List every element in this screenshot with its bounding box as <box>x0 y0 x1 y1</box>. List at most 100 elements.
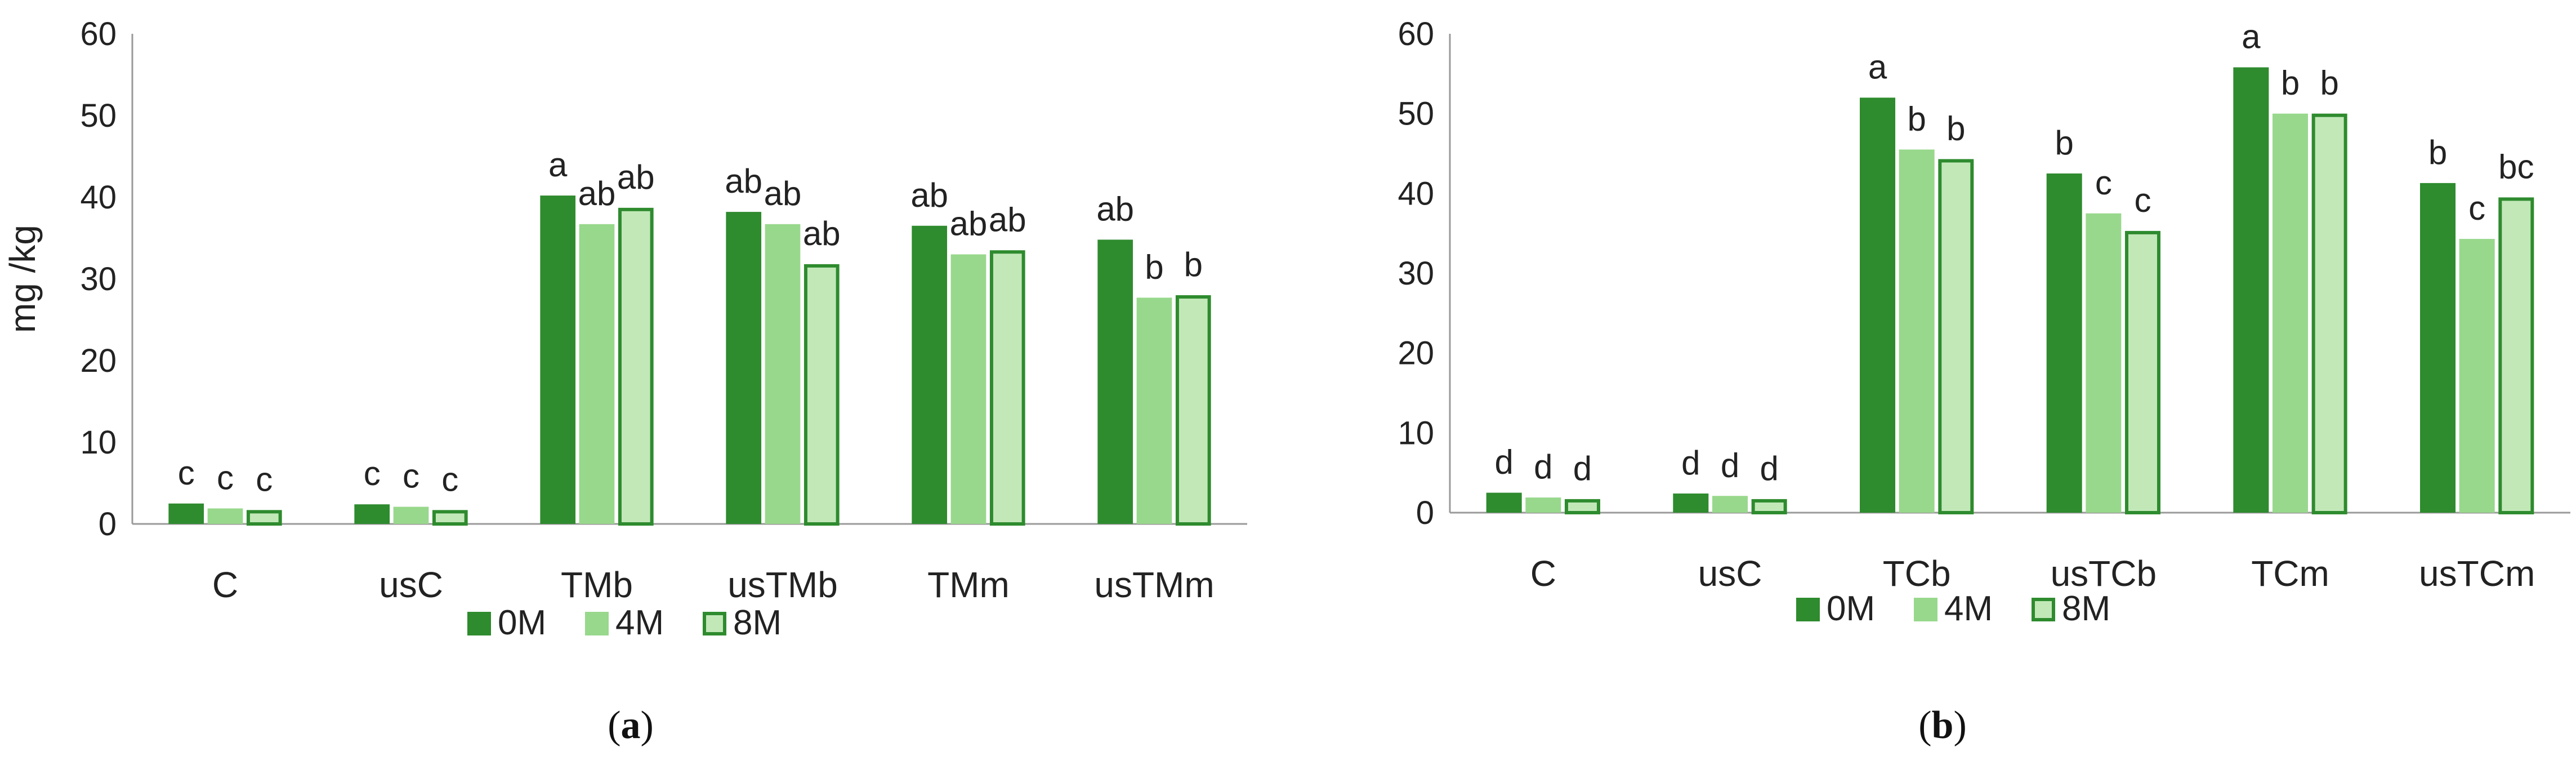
bar-0M-usTMm <box>1097 239 1133 524</box>
y-tick-label: 20 <box>1398 335 1434 372</box>
x-category-label: C <box>212 564 238 605</box>
legend-swatch-8M <box>703 612 726 635</box>
y-tick-label: 0 <box>99 506 117 543</box>
significance-letter: b <box>2281 64 2300 102</box>
x-category-label: usC <box>1698 553 1762 594</box>
legend-label-8M: 8M <box>2062 589 2110 628</box>
bar-4M-usTMb <box>765 224 801 524</box>
significance-letter: ab <box>617 158 655 196</box>
bar-4M-usC <box>1712 496 1748 513</box>
bar-4M-C <box>1525 497 1561 513</box>
x-category-label: usTMm <box>1094 564 1214 605</box>
significance-letter: ab <box>910 176 948 214</box>
significance-letter: c <box>256 460 273 498</box>
significance-letter: b <box>2055 124 2073 162</box>
bar-8M-TCb <box>1938 159 1974 514</box>
panel-caption: (a) <box>608 704 654 747</box>
bar-0M-C <box>1486 492 1522 513</box>
caption-paren: ) <box>641 704 654 747</box>
significance-letter: a <box>2242 18 2261 56</box>
significance-letter: d <box>1721 446 1739 484</box>
legend-label-4M: 4M <box>615 603 664 642</box>
bar-0M-C <box>168 503 204 524</box>
x-category-label: C <box>1530 553 1556 594</box>
significance-letter: d <box>1573 450 1592 487</box>
significance-letter: b <box>2320 64 2338 102</box>
x-category-label: usTCb <box>2051 553 2157 594</box>
y-tick-label: 60 <box>80 16 117 52</box>
panel-caption: (b) <box>1918 704 1967 747</box>
bar-8M-usTCb <box>2124 230 2160 514</box>
bar-0M-usTCb <box>2046 173 2082 513</box>
legend-label-0M: 0M <box>1827 589 1875 628</box>
bar-8M-usTCm <box>2498 197 2534 514</box>
y-axis-label: mg /kg <box>2 225 43 333</box>
bar-8M-usTMb <box>803 264 840 526</box>
legend-label-0M: 0M <box>498 603 546 642</box>
y-tick-label: 0 <box>1416 495 1434 531</box>
x-category-label: TCb <box>1883 553 1951 594</box>
significance-letter: ab <box>1096 190 1134 228</box>
y-tick-label: 60 <box>1398 16 1434 52</box>
bar-8M-C <box>246 510 282 526</box>
significance-letter: d <box>1681 444 1700 482</box>
bar-8M-usC <box>1751 499 1787 515</box>
legend-label-4M: 4M <box>1944 589 1993 628</box>
significance-letter: c <box>441 460 458 498</box>
significance-letter: c <box>217 459 234 496</box>
bar-0M-TCm <box>2233 67 2269 513</box>
y-tick-label: 50 <box>80 97 117 134</box>
bar-4M-usTCm <box>2459 239 2495 513</box>
significance-letter: ab <box>578 175 616 212</box>
significance-letter: d <box>1494 443 1513 481</box>
significance-letter: d <box>1534 448 1552 486</box>
significance-letter: d <box>1760 450 1778 487</box>
significance-letter: bc <box>2498 148 2534 185</box>
y-tick-label: 50 <box>1398 96 1434 132</box>
bar-0M-usTMb <box>726 212 762 524</box>
bar-8M-usC <box>432 510 468 526</box>
bar-0M-TMm <box>912 225 948 524</box>
bar-4M-TCm <box>2272 113 2309 513</box>
bar-8M-TMm <box>989 250 1025 526</box>
legend-swatch-4M <box>1914 598 1937 621</box>
bar-8M-usTMm <box>1175 295 1211 526</box>
bar-8M-C <box>1564 499 1600 515</box>
y-tick-label: 40 <box>1398 175 1434 212</box>
bar-8M-TCm <box>2311 113 2347 514</box>
y-tick-label: 10 <box>80 424 117 461</box>
legend-swatch-8M <box>2032 598 2055 621</box>
significance-letter: ab <box>803 215 841 252</box>
significance-letter: c <box>2134 181 2151 219</box>
x-category-label: TMb <box>561 564 633 605</box>
bar-8M-TMb <box>618 207 654 526</box>
caption-letter: b <box>1932 704 1954 747</box>
significance-letter: ab <box>950 205 988 243</box>
caption-paren: ( <box>1918 704 1931 747</box>
bar-4M-usTMm <box>1136 297 1172 524</box>
y-tick-label: 10 <box>1398 415 1434 451</box>
significance-letter: c <box>364 455 381 492</box>
x-category-label: usTCm <box>2419 553 2535 594</box>
caption-paren: ) <box>1953 704 1966 747</box>
legend-swatch-0M <box>1796 598 1820 621</box>
legend-swatch-0M <box>467 612 491 635</box>
x-category-label: TMm <box>927 564 1010 605</box>
x-category-label: usC <box>379 564 443 605</box>
significance-letter: a <box>1868 48 1887 86</box>
y-tick-label: 30 <box>1398 255 1434 292</box>
significance-letter: c <box>178 454 195 492</box>
significance-letter: b <box>1946 109 1965 147</box>
significance-letter: ab <box>764 175 802 212</box>
significance-letter: c <box>403 457 419 495</box>
significance-letter: ab <box>989 201 1026 238</box>
bar-4M-usTCb <box>2086 213 2122 513</box>
y-tick-label: 40 <box>80 179 117 216</box>
bar-4M-usC <box>393 506 429 524</box>
bar-0M-TCb <box>1860 97 1896 513</box>
significance-letter: a <box>548 146 568 184</box>
